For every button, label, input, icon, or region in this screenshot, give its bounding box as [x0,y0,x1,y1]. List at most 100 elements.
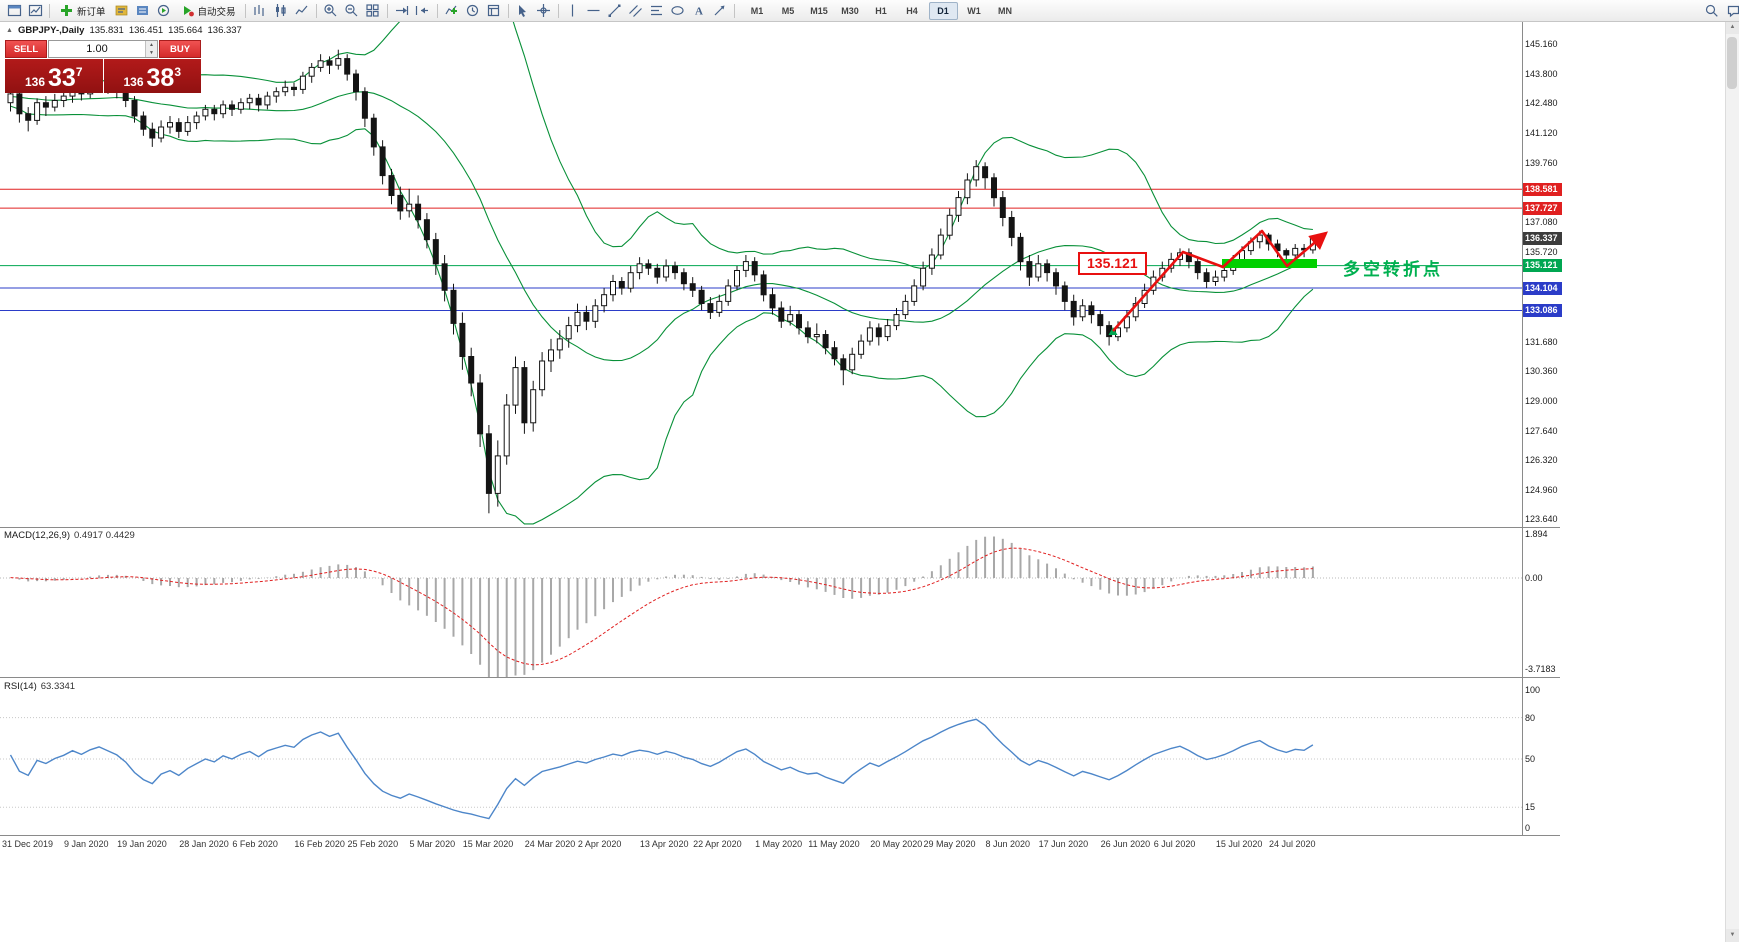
toolbar-separator [386,3,388,18]
zoom-in-icon[interactable] [321,2,341,19]
buy-price-button[interactable]: 136 38 3 [103,59,201,93]
text-icon[interactable]: A [689,2,709,19]
ohlc-low: 135.664 [168,25,203,36]
crosshair-icon[interactable] [534,2,554,19]
buy-price-prefix: 136 [123,75,144,89]
bollinger-upper-band [10,22,1313,270]
chart-list-icon[interactable] [25,2,45,19]
rsi-name: RSI(14) [4,681,37,692]
buy-price-big: 38 [146,64,175,92]
timeframe-w1[interactable]: W1 [967,5,981,16]
horizontal-line-icon[interactable] [584,2,604,19]
autotrading-button[interactable]: 自动交易 [175,2,241,19]
equidistant-channel-icon[interactable] [626,2,646,19]
macd-signal-line [10,547,1313,666]
toolbar-separator [733,3,735,18]
toolbar-separator [49,3,50,18]
period-icon[interactable] [463,2,483,19]
toolbar-separator [557,3,559,18]
one-click-trading-panel: SELL 1.00 ▲ ▼ BUY 136 33 7 136 38 3 [5,40,201,93]
auto-scroll-icon[interactable] [392,2,412,19]
main-price-pane[interactable] [0,0,1522,525]
timeframe-d1[interactable]: D1 [928,1,958,20]
timeframe-mn[interactable]: MN [998,5,1013,16]
chart-title: GBPJPY-,Daily [17,25,85,36]
new-order-label: 新订单 [77,6,106,18]
buy-button[interactable]: BUY [159,40,201,58]
chart-window-icon[interactable] [4,2,24,19]
timeframe-toolbar: M1 M5 M15 M30 H1 H4 D1 W1 MN [743,1,1020,20]
volume-up-icon[interactable]: ▲ [146,41,157,49]
volume-value[interactable]: 1.00 [86,43,108,55]
ohlc-close: 136.337 [207,25,242,36]
macd-histogram [18,536,1314,677]
shapes-icon[interactable] [668,2,688,19]
community-icon[interactable] [1723,2,1739,19]
data-window-icon[interactable] [133,2,153,19]
bar-chart-icon[interactable] [250,2,270,19]
sell-price-sup: 7 [75,65,83,79]
support-zone-bar[interactable] [1222,259,1317,268]
collapse-one-click-icon[interactable]: ▲ [6,27,13,34]
top-toolbar: 新订单 自动交易 A M1 M [0,0,1739,22]
candles-layer [7,49,1316,514]
cursor-icon[interactable] [513,2,533,19]
zigzag-arrow[interactable] [1112,229,1328,332]
rsi-value: 63.3341 [40,681,76,692]
volume-spinner[interactable]: 1.00 ▲ ▼ [48,40,158,58]
rsi-line [9,718,1314,820]
new-order-button[interactable]: 新订单 [54,2,111,19]
autotrading-label: 自动交易 [197,6,236,18]
sell-price-prefix: 136 [24,75,46,89]
volume-arrows: ▲ ▼ [145,41,157,57]
macd-pane[interactable] [0,536,1522,684]
macd-values: 0.4917 0.4429 [74,530,135,541]
templates-icon[interactable] [484,2,504,19]
timeframe-h1[interactable]: H1 [875,5,887,16]
bollinger-lower-band [10,105,1314,525]
timeframe-m5[interactable]: M5 [781,5,795,16]
line-chart-icon[interactable] [292,2,312,19]
scrollbar-thumb[interactable] [1727,37,1737,89]
macd-pane-label: MACD(12,26,9) 0.4917 0.4429 [4,530,135,541]
bollinger-middle-band [10,91,1314,362]
indicators-icon[interactable] [442,2,462,19]
toolbar-separator [507,3,509,18]
rsi-pane[interactable] [0,717,1522,820]
zoom-out-icon[interactable] [342,2,362,19]
chart-shift-icon[interactable] [413,2,433,19]
chart-header: ▲ GBPJPY-,Daily 135.831 136.451 135.664 … [6,25,242,36]
toolbar-separator [436,3,438,18]
svg-text:A: A [695,6,703,18]
tile-windows-icon[interactable] [363,2,383,19]
rsi-pane-label: RSI(14) 63.3341 [4,681,75,692]
scroll-up-icon[interactable]: ▲ [1726,21,1739,34]
ohlc-high: 136.451 [128,25,164,36]
toolbar-separator [315,3,317,18]
sell-price-big: 33 [48,64,76,92]
macd-name: MACD(12,26,9) [4,530,70,541]
vertical-scrollbar[interactable]: ▲ ▼ [1725,21,1739,942]
ohlc-open: 135.831 [89,25,124,36]
timeframe-h4[interactable]: H4 [906,5,918,16]
timeframe-m1[interactable]: M1 [750,5,764,16]
metaeditor-icon[interactable] [112,2,132,19]
sell-button[interactable]: SELL [5,40,47,58]
price-callout-label[interactable]: 135.121 [1078,252,1147,275]
trendline-icon[interactable] [605,2,625,19]
arrows-tool-icon[interactable] [710,2,730,19]
vertical-line-icon[interactable] [563,2,583,19]
timeframe-m15[interactable]: M15 [810,5,828,16]
buy-price-sup: 3 [174,65,182,79]
turning-point-note[interactable]: 多空转折点 [1343,260,1443,279]
candlestick-chart-icon[interactable] [271,2,291,19]
scroll-down-icon[interactable]: ▼ [1726,929,1739,942]
sell-price-button[interactable]: 136 33 7 [5,59,103,93]
volume-down-icon[interactable]: ▼ [146,49,157,57]
timeframe-m30[interactable]: M30 [841,5,859,16]
search-icon[interactable] [1701,2,1721,19]
toolbar-separator [244,3,246,18]
strategy-tester-icon[interactable] [154,2,174,19]
fibonacci-icon[interactable] [647,2,667,19]
